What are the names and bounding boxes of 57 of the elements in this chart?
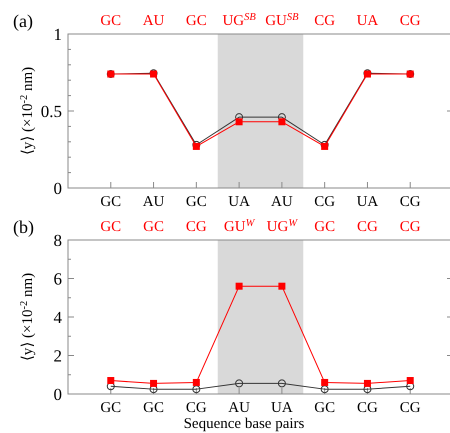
text: GC (100, 219, 122, 235)
x-tick-label: GC (100, 400, 122, 416)
x-tick-label: UA (271, 400, 293, 416)
x-tick-label: CG (314, 194, 336, 210)
y-tick-label: 2 (54, 346, 62, 366)
chart-title: (b) (13, 217, 34, 237)
chart-title: (a) (13, 11, 33, 31)
x-tick-label: GC (186, 194, 207, 210)
y-tick-label: 0 (54, 178, 62, 198)
text: GC (314, 219, 336, 235)
x-tick-label: AU (228, 400, 250, 416)
text: GC (186, 13, 207, 29)
y-tick-label: 4 (54, 308, 62, 327)
x-tick-label: GC (100, 194, 122, 210)
text: GU$^{W}$ (224, 218, 256, 235)
x-tick-label: CG (400, 400, 421, 416)
y-tick-label: 6 (54, 269, 62, 288)
point (192, 378, 200, 386)
point (236, 282, 243, 290)
x-tick-label: GC (143, 400, 164, 416)
x-tick-label: AU (271, 194, 293, 210)
x-axis-title: Sequence base pairs (184, 416, 305, 432)
text: GU$^{SB}$ (265, 12, 300, 29)
x-tick-label: UA (228, 194, 250, 210)
text: GC (143, 219, 164, 235)
text: UA (356, 13, 378, 29)
text: UG$^{W}$ (266, 218, 298, 235)
point (107, 377, 114, 384)
point (235, 379, 244, 388)
x-tick-label: CG (186, 400, 207, 416)
text: CG (357, 219, 378, 235)
text: CG (314, 13, 336, 29)
y-tick-label: 0.5 (40, 102, 62, 121)
text: UG$^{SB}$ (222, 12, 256, 29)
point (321, 378, 328, 386)
text: AU (142, 13, 165, 29)
point (192, 385, 200, 394)
y-tick-label: 8 (54, 230, 62, 250)
text: CG (186, 219, 207, 235)
point (278, 379, 286, 388)
x-tick-label: CG (400, 194, 421, 210)
x-tick-label: AU (142, 194, 165, 210)
y-tick-label: 1 (54, 24, 62, 44)
point (364, 380, 371, 387)
point (320, 385, 329, 394)
x-tick-label: UA (356, 194, 378, 210)
point (150, 380, 158, 387)
text: CG (400, 219, 421, 235)
point (236, 118, 243, 126)
point (406, 377, 414, 384)
point (278, 118, 286, 126)
x-tick-label: CG (357, 400, 378, 416)
y-tick-label: 0 (54, 384, 62, 404)
text: CG (400, 13, 421, 29)
x-tick-label: GC (314, 400, 336, 416)
text: GC (100, 13, 122, 29)
point (278, 282, 286, 290)
